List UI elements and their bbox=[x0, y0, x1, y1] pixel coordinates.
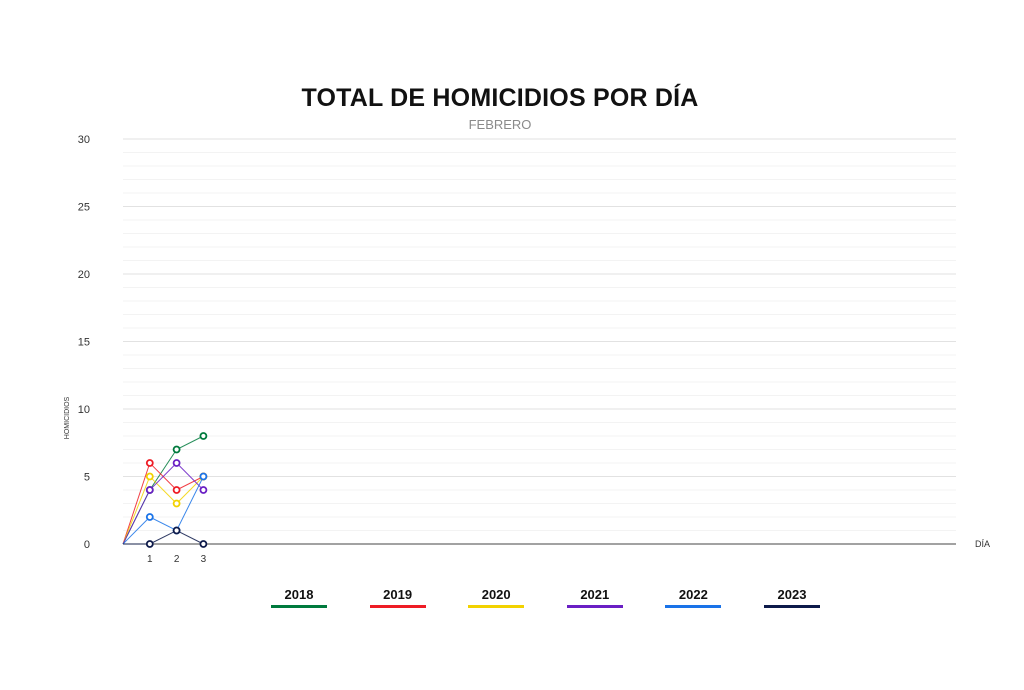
x-tick-label: 1 bbox=[147, 554, 153, 565]
legend-label: 2022 bbox=[678, 587, 708, 602]
legend-swatch bbox=[468, 605, 525, 608]
x-tick-label: 2 bbox=[174, 554, 180, 565]
legend-swatch bbox=[764, 605, 820, 608]
legend-swatch bbox=[369, 605, 426, 608]
data-point-2021 bbox=[145, 486, 154, 494]
y-tick-label: 0 bbox=[84, 539, 90, 551]
legend-swatch bbox=[271, 605, 327, 608]
data-point-2018 bbox=[199, 432, 208, 440]
y-axis-label: HOMICIDIOS bbox=[64, 396, 71, 439]
series-line-2022 bbox=[122, 476, 204, 545]
data-point-2020 bbox=[145, 472, 154, 481]
legend-label: 2020 bbox=[481, 587, 511, 602]
legend: 2018 2019 2020 2021 2022 2023 bbox=[270, 587, 830, 611]
data-point-2019 bbox=[145, 459, 154, 467]
legend-item: 2023 bbox=[763, 587, 821, 608]
data-point-2022 bbox=[145, 513, 154, 521]
data-point-2023 bbox=[199, 540, 208, 548]
data-point-2021 bbox=[199, 486, 208, 494]
legend-label: 2023 bbox=[777, 587, 807, 602]
data-point-2022 bbox=[199, 472, 208, 481]
legend-item: 2022 bbox=[664, 587, 722, 608]
data-point-2023 bbox=[172, 526, 181, 535]
legend-item: 2021 bbox=[566, 587, 624, 608]
chart-subtitle: FEBRERO bbox=[468, 117, 532, 132]
legend-swatch bbox=[566, 605, 623, 608]
y-tick-label: 10 bbox=[78, 404, 90, 416]
y-tick-label: 15 bbox=[78, 337, 90, 349]
y-tick-label: 5 bbox=[84, 472, 90, 484]
y-tick-label: 20 bbox=[78, 269, 90, 281]
legend-item: 2019 bbox=[369, 587, 427, 608]
data-point-2018 bbox=[172, 445, 181, 454]
legend-item: 2020 bbox=[467, 587, 525, 608]
legend-label: 2021 bbox=[580, 587, 610, 602]
legend-label: 2019 bbox=[383, 587, 413, 602]
legend-label: 2018 bbox=[284, 587, 314, 602]
data-point-2019 bbox=[172, 486, 181, 494]
y-tick-label: 30 bbox=[78, 134, 90, 146]
chart-title: TOTAL DE HOMICIDIOS POR DÍA bbox=[301, 84, 699, 112]
x-axis-label: DÍA bbox=[975, 539, 990, 549]
data-point-2021 bbox=[172, 459, 181, 467]
data-point-2023 bbox=[145, 540, 154, 548]
series-line-2020 bbox=[122, 475, 204, 545]
series-line-2021 bbox=[122, 462, 204, 545]
data-point-2020 bbox=[172, 499, 181, 508]
legend-swatch bbox=[665, 605, 722, 608]
x-tick-label: 3 bbox=[201, 554, 207, 565]
y-tick-label: 25 bbox=[78, 202, 90, 214]
legend-item: 2018 bbox=[270, 587, 328, 608]
series-line-2023 bbox=[123, 529, 204, 545]
